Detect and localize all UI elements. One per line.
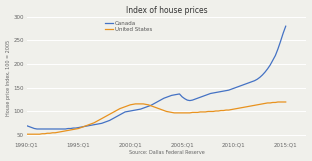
United States (144, 103, 148, 105)
Canada (92, 124, 96, 126)
Y-axis label: House price Index, 100 = 2005: House price Index, 100 = 2005 (6, 40, 11, 116)
United States (180, 112, 184, 114)
United States (206, 110, 210, 112)
Canada (209, 93, 212, 95)
Canada (35, 128, 39, 130)
Line: Canada: Canada (27, 26, 286, 129)
Line: United States: United States (27, 102, 286, 134)
Canada (25, 125, 28, 127)
Canada (183, 98, 187, 100)
United States (43, 133, 46, 135)
Canada (222, 90, 225, 92)
Canada (284, 25, 288, 27)
X-axis label: Source: Dallas Federal Reserve: Source: Dallas Federal Reserve (129, 150, 204, 155)
Canada (147, 105, 150, 107)
United States (25, 133, 28, 135)
Legend: Canada, United States: Canada, United States (105, 21, 152, 32)
Canada (46, 128, 49, 130)
United States (90, 123, 93, 125)
United States (219, 109, 223, 111)
Title: Index of house prices: Index of house prices (126, 6, 207, 14)
United States (276, 101, 280, 103)
United States (284, 101, 288, 103)
